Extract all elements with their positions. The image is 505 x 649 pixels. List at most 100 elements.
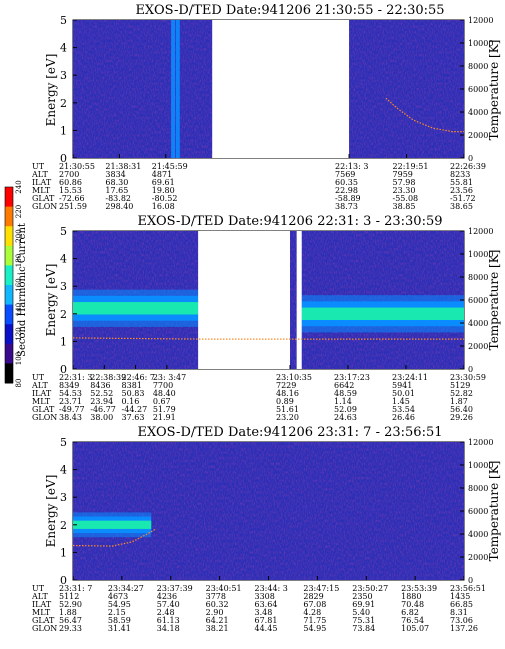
y2-tick-label: 12000 xyxy=(468,227,493,236)
ephemeris-cell: 23:10:35 xyxy=(276,373,312,382)
spectral-streak xyxy=(171,20,176,158)
ephemeris-cell: 23:17:23 xyxy=(334,373,370,382)
colorbar-tick-label: 140 xyxy=(15,303,23,316)
y-tick-label: 5 xyxy=(60,14,67,27)
ephemeris-cell: 6.82 xyxy=(401,608,419,617)
ephemeris-cell: -55.08 xyxy=(393,194,419,203)
plot-area xyxy=(73,231,464,369)
y-tick-label: 1 xyxy=(60,546,67,559)
y-tick-label: 1 xyxy=(60,335,67,348)
ephemeris-cell: 23:44: 3 xyxy=(255,584,288,593)
ephemeris-cell: 54.53 xyxy=(59,389,82,398)
ephemeris-row-label: GLON xyxy=(32,202,57,211)
ephemeris-cell: 29.26 xyxy=(450,413,473,422)
ephemeris-cell: 38.21 xyxy=(206,624,229,633)
ephemeris-cell: 54.95 xyxy=(303,624,326,633)
y-tick-label: 5 xyxy=(60,225,67,238)
y2-tick-label: 10000 xyxy=(468,39,493,48)
ephemeris-cell: 23:24:11 xyxy=(392,373,428,382)
ephemeris-cell: 1.14 xyxy=(334,397,352,406)
ephemeris-cell: -46.77 xyxy=(90,405,116,414)
ephemeris-cell: 50.83 xyxy=(122,389,145,398)
ephemeris-cell: 22:31: 3 xyxy=(59,373,92,382)
ephemeris-cell: 23.20 xyxy=(276,413,299,422)
ephemeris-cell: 44.45 xyxy=(255,624,278,633)
y2-tick-label: 4000 xyxy=(468,319,488,328)
ephemeris-cell: 61.13 xyxy=(157,616,180,625)
y-tick-label: 3 xyxy=(60,491,67,504)
ephemeris-row-label: MLT xyxy=(32,608,51,617)
colorbar-swatch xyxy=(5,304,13,325)
data-gap xyxy=(212,20,350,158)
ephemeris-cell: 70.48 xyxy=(401,600,424,609)
y2-tick-label: 0 xyxy=(468,154,473,163)
ephemeris-cell: 57.40 xyxy=(157,600,180,609)
ephemeris-row-label: UT xyxy=(32,373,45,382)
ephemeris-cell: 4673 xyxy=(108,592,128,601)
ephemeris-cell: 23:47:15 xyxy=(303,584,339,593)
data-gap xyxy=(296,231,302,369)
ephemeris-row-label: ALT xyxy=(31,381,48,390)
ephemeris-cell: 68.30 xyxy=(105,178,128,187)
y-axis-label: Energy [eV] xyxy=(44,54,58,127)
ephemeris-cell: 57.98 xyxy=(393,178,416,187)
ephemeris-cell: 23.56 xyxy=(450,186,473,195)
y2-tick-label: 8000 xyxy=(468,273,488,282)
colorbar-tick-label: 80 xyxy=(15,379,23,388)
ephemeris-cell: 17.65 xyxy=(105,186,128,195)
ephemeris-cell: 24.63 xyxy=(334,413,357,422)
ephemeris-cell: 5129 xyxy=(450,381,470,390)
ephemeris-cell: 53.54 xyxy=(392,405,415,414)
ephemeris-cell: 0.67 xyxy=(153,397,171,406)
plot-area xyxy=(73,20,464,158)
ephemeris-cell: 1880 xyxy=(401,592,421,601)
colorbar-tick-label: 220 xyxy=(15,205,23,218)
ephemeris-cell: 23:34:27 xyxy=(108,584,144,593)
ephemeris-cell: 1.45 xyxy=(392,397,410,406)
colorbar-swatch xyxy=(5,187,13,208)
ephemeris-row-label: GLAT xyxy=(32,194,55,203)
ephemeris-cell: 4871 xyxy=(152,170,172,179)
ephemeris-cell: 6642 xyxy=(334,381,354,390)
colorbar-swatch xyxy=(5,363,13,384)
ephemeris-cell: 37.63 xyxy=(122,413,145,422)
ephemeris-cell: 58.59 xyxy=(108,616,131,625)
panel-2: EXOS-D/TED Date:941206 22:31: 3 - 23:30:… xyxy=(31,214,501,422)
ephemeris-cell: 60.35 xyxy=(335,178,358,187)
ephemeris-cell: 51.79 xyxy=(153,405,176,414)
ephemeris-cell: 7959 xyxy=(393,170,413,179)
ephemeris-cell: 16.08 xyxy=(152,202,175,211)
ephemeris-cell: 22:19:51 xyxy=(393,162,429,171)
temperature-trace xyxy=(73,337,464,340)
panel-title: EXOS-D/TED Date:941206 22:31: 3 - 23:30:… xyxy=(138,214,443,229)
ephemeris-cell: 67.81 xyxy=(255,616,278,625)
ephemeris-cell: 52.09 xyxy=(334,405,357,414)
colorbar-tick-label: 180 xyxy=(15,254,23,267)
y2-tick-label: 8000 xyxy=(468,62,488,71)
ephemeris-cell: 5.40 xyxy=(352,608,370,617)
emission-band-core xyxy=(73,302,199,315)
colorbar: Second Harmonic Current 80 100 120 140 160 18… xyxy=(4,180,28,388)
ephemeris-cell: 38.65 xyxy=(450,202,473,211)
y-tick-label: 4 xyxy=(60,253,67,266)
panel-title: EXOS-D/TED Date:941206 21:30:55 - 22:30:… xyxy=(135,3,444,18)
ephemeris-cell: 7229 xyxy=(276,381,296,390)
y2-tick-label: 2000 xyxy=(468,342,488,351)
ephemeris-row-label: ALT xyxy=(31,592,48,601)
colorbar-swatch xyxy=(5,265,13,286)
ephemeris-cell: 8349 xyxy=(59,381,79,390)
y2-tick-label: 12000 xyxy=(468,16,493,25)
y-tick-label: 4 xyxy=(60,464,67,477)
y-tick-label: 0 xyxy=(60,574,67,587)
ephemeris-cell: 3778 xyxy=(206,592,226,601)
ephemeris-cell: 4236 xyxy=(157,592,177,601)
ephemeris-cell: 0.16 xyxy=(122,397,140,406)
ephemeris-cell: 21.91 xyxy=(153,413,176,422)
ephemeris-cell: 1.88 xyxy=(59,608,77,617)
ephemeris-cell: 38.43 xyxy=(59,413,82,422)
y2-tick-label: 6000 xyxy=(468,507,488,516)
